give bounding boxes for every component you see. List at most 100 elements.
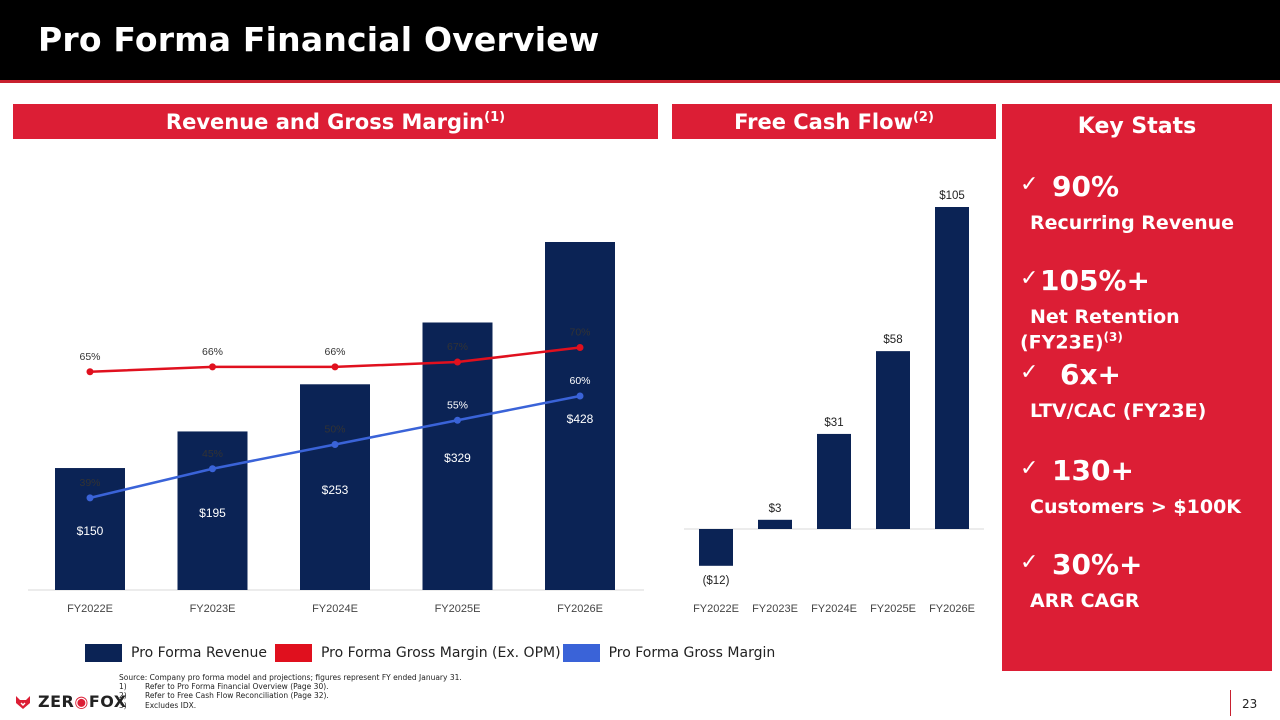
revenue-bar [300, 384, 370, 590]
gross-margin-ex-opm-label: 65% [79, 351, 100, 363]
gross-margin-label: 50% [324, 424, 345, 436]
gross-margin-label: 60% [569, 375, 590, 387]
legend-swatch-gm-ex-opm [274, 644, 312, 662]
check-icon: ✓ [1020, 550, 1039, 575]
revenue-data-label: $253 [322, 483, 349, 497]
key-stat-label: Customers > $100K [1030, 496, 1242, 518]
footnote-2-num: 2) [119, 691, 127, 701]
fcf-data-label: $31 [824, 417, 843, 429]
revenue-bar [177, 431, 248, 590]
logo-wordmark: ZER◉FOX [38, 692, 127, 711]
fcf-section-footnote-ref: (2) [912, 110, 934, 125]
gross-margin-label: 55% [447, 399, 468, 411]
key-stat-label: Recurring Revenue [1030, 212, 1235, 234]
legend-item-revenue: Pro Forma Revenue [85, 644, 267, 662]
fcf-bar [935, 207, 969, 529]
footnote-1: 1) Refer to Pro Forma Financial Overview … [119, 682, 462, 691]
fcf-data-label: $58 [883, 334, 902, 346]
legend-label-gm: Pro Forma Gross Margin [608, 645, 776, 661]
x-tick-label: FY2025E [435, 603, 481, 615]
key-stat-value: 105%+ [1040, 264, 1150, 297]
footnote-1-num: 1) [119, 682, 127, 692]
check-icon: ✓ [1020, 266, 1039, 291]
footnotes: Source: Company pro forma model and proj… [119, 673, 462, 710]
logo-text-b: FOX [88, 692, 127, 711]
revenue-data-label: $428 [567, 412, 594, 426]
gross-margin-point [331, 441, 339, 448]
gross-margin-point [454, 416, 461, 424]
gross-margin-ex-opm-label: 67% [447, 341, 468, 353]
key-stat-label: ARR CAGR [1030, 590, 1140, 612]
legend-label-gm-ex-opm: Pro Forma Gross Margin (Ex. OPM) [320, 645, 561, 661]
gross-margin-label: 39% [79, 477, 100, 489]
revenue-data-label: $329 [444, 451, 471, 465]
x-tick-label: FY2026E [557, 603, 603, 615]
revenue-data-label: $150 [77, 524, 104, 538]
key-stats-panel: Key Stats ✓ 90% Recurring Revenue ✓ 105%… [1002, 104, 1272, 671]
page-number: 23 [1242, 697, 1258, 711]
legend-label-revenue: Pro Forma Revenue [131, 645, 267, 661]
footnote-2: 2) Refer to Free Cash Flow Reconciliation… [119, 691, 462, 700]
x-tick-label: FY2024E [312, 603, 358, 615]
revenue-section-footnote-ref: (1) [484, 110, 506, 125]
revenue-gross-margin-chart: 65% 66% 66% 67% 70% 39% 45% 50% 55% 60% $150 $195 $2… [28, 242, 644, 615]
fcf-data-label: $3 [769, 503, 782, 515]
revenue-bar [422, 322, 493, 590]
free-cash-flow-chart: ($12) $3 $31 $58 $105 FY2022E FY2023E FY2024E FY… [684, 190, 984, 615]
gross-margin-label: 45% [202, 448, 223, 460]
gross-margin-ex-opm-label: 70% [569, 327, 590, 339]
check-icon: ✓ [1020, 456, 1039, 481]
fcf-section-title: Free Cash Flow [734, 109, 913, 134]
key-stat-label: LTV/CAC (FY23E) [1030, 400, 1207, 422]
key-stats-title: Key Stats [1077, 114, 1197, 139]
fcf-bar [876, 351, 910, 529]
legend-swatch-revenue [85, 644, 122, 662]
gross-margin-ex-opm-label: 66% [202, 346, 223, 358]
key-stat-value: 6x+ [1060, 358, 1122, 391]
legend-item-gm: Pro Forma Gross Margin [562, 644, 776, 662]
zerofox-logo: ZER◉FOX [14, 692, 127, 711]
check-icon: ✓ [1020, 172, 1039, 197]
fox-logo-icon [16, 695, 30, 709]
x-tick-label: FY2025E [870, 603, 916, 615]
page-title: Pro Forma Financial Overview [38, 20, 600, 59]
revenue-data-label: $195 [199, 506, 226, 520]
gross-margin-ex-opm-point [331, 363, 339, 371]
gross-margin-ex-opm-point [86, 368, 94, 376]
x-tick-label: FY2022E [67, 603, 113, 615]
key-stat-footnote-ref: (3) [1103, 330, 1123, 344]
footnote-source: Source: Company pro forma model and proj… [119, 673, 462, 682]
fcf-bar [699, 529, 733, 566]
footnote-1-text: Refer to Pro Forma Financial Overview (P… [145, 682, 329, 692]
logo-text-a: ZER [38, 692, 75, 711]
footnote-3-text: Excludes IDX. [145, 700, 197, 710]
gross-margin-point [576, 392, 584, 400]
footnote-2-text: Refer to Free Cash Flow Reconciliation (… [145, 691, 329, 701]
footnote-3: 3) Excludes IDX. [119, 701, 462, 710]
revenue-bar [55, 468, 125, 590]
revenue-section-title: Revenue and Gross Margin [165, 109, 485, 134]
gross-margin-ex-opm-point [454, 358, 461, 366]
key-stat-value: 90% [1052, 170, 1120, 203]
x-tick-label: FY2026E [929, 603, 975, 615]
gross-margin-ex-opm-point [209, 363, 216, 371]
key-stat-label: Net Retention [1030, 306, 1180, 328]
x-tick-label: FY2023E [190, 603, 236, 615]
legend-swatch-gm [562, 644, 600, 662]
x-tick-label: FY2024E [811, 603, 857, 615]
gross-margin-point [86, 494, 94, 502]
check-icon: ✓ [1020, 360, 1039, 385]
gross-margin-point [209, 465, 216, 473]
fcf-data-label: ($12) [703, 575, 730, 587]
revenue-bar [545, 242, 615, 590]
key-stat-label-period: (FY23E) [1020, 331, 1104, 354]
logo-o-icon: ◉ [74, 692, 89, 711]
title-bar: Pro Forma Financial Overview [0, 0, 1280, 83]
fcf-bar [758, 519, 792, 529]
gross-margin-ex-opm-label: 66% [324, 346, 345, 358]
fcf-section-header: Free Cash Flow (2) [672, 104, 996, 139]
revenue-section-header: Revenue and Gross Margin (1) [13, 104, 658, 139]
legend-item-gm-ex-opm: Pro Forma Gross Margin (Ex. OPM) [274, 644, 561, 662]
key-stat-label-line2: (FY23E)(3) [1020, 330, 1123, 353]
x-tick-label: FY2023E [752, 603, 798, 615]
